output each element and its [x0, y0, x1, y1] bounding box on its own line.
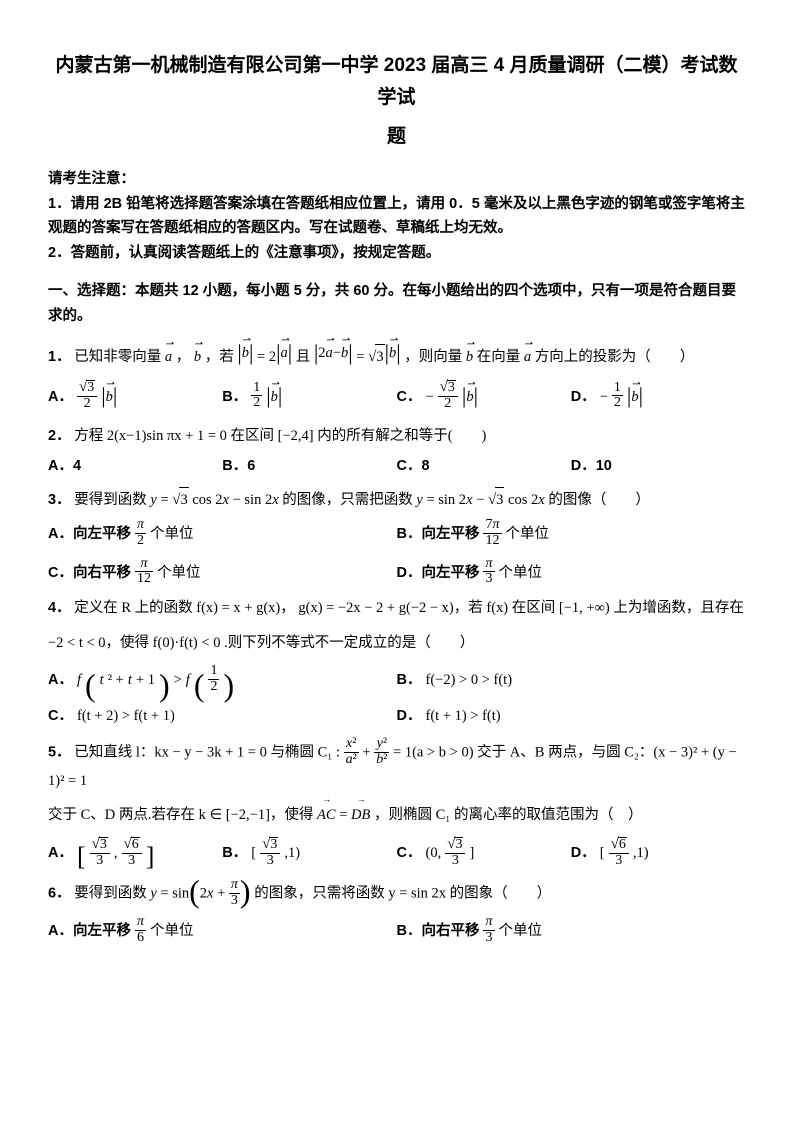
- page-title-line2: 题: [48, 121, 745, 153]
- q2-stem: 方程 2(x−1)sin πx + 1 = 0 在区间 [−2,4] 内的所有解…: [74, 428, 486, 444]
- q6-opt-b: B．向右平移 π3 个单位: [397, 916, 746, 946]
- abs-a: a: [276, 335, 292, 372]
- q1-opt-d: D． −12 b: [571, 378, 745, 415]
- instr-1: 1．请用 2B 铅笔将选择题答案涂填在答题纸相应位置上，请用 0．5 毫米及以上…: [48, 192, 745, 241]
- q5-stem-c: 交于 C、D 两点.若存在 k ∈ [−2,−1]，使得: [48, 807, 313, 823]
- q5-opt-b: B． [33,1): [222, 838, 396, 869]
- vector-b: b: [194, 345, 201, 370]
- vector-b2: b: [466, 345, 473, 370]
- page-title-line1: 内蒙古第一机械制造有限公司第一中学 2023 届高三 4 月质量调研（二模）考试…: [48, 50, 745, 115]
- vector-a: a: [165, 345, 172, 370]
- q1-stem-e: ，则向量: [404, 349, 462, 365]
- q1-stem-b: ，: [176, 349, 191, 365]
- question-5: 5． 已知直线 l：kx − y − 3k + 1 = 0 与椭圆 C₁ : x…: [48, 738, 745, 793]
- q4-opt-b: B． f(−2) > 0 > f(t): [397, 665, 746, 695]
- q1-stem-g: 方向上的投影为（ ）: [535, 349, 695, 365]
- question-3: 3． 要得到函数 y = 3 cos 2x − sin 2x 的图像，只需把函数…: [48, 487, 745, 514]
- q1-options: A． 32 b B． 12 b C． −32 b D． −12 b: [48, 378, 745, 415]
- instructions-block: 请考生注意： 1．请用 2B 铅笔将选择题答案涂填在答题纸相应位置上，请用 0．…: [48, 167, 745, 266]
- q4-stem-a: 定义在 R 上的函数 f(x) = x + g(x)， g(x) = −2x −…: [74, 600, 744, 616]
- question-6: 6． 要得到函数 y = sin(2x + π3) 的图象，只需将函数 y = …: [48, 879, 745, 909]
- question-4: 4． 定义在 R 上的函数 f(x) = x + g(x)， g(x) = −2…: [48, 596, 745, 621]
- vector-db: DB: [351, 803, 370, 828]
- q4-opt-a: A． f(t² + t + 1) > f(12): [48, 665, 397, 695]
- q3-stem-c: 的图像（ ）: [548, 492, 650, 508]
- q3-stem-b: 的图像，只需把函数: [282, 492, 416, 508]
- q5-line2: 交于 C、D 两点.若存在 k ∈ [−2,−1]，使得 AC = DB ，则椭…: [48, 803, 745, 828]
- q5-num: 5．: [48, 745, 71, 761]
- abs-2a-b: 2a − b: [314, 335, 353, 372]
- q6-num: 6．: [48, 886, 71, 902]
- q1-stem-a: 已知非零向量: [74, 349, 161, 365]
- q2-opt-d: D．10: [571, 454, 745, 479]
- q5-stem-d: ，则椭圆 C₁ 的离心率的取值范围为（ ）: [374, 807, 642, 823]
- q5-opt-a: A． [33,63]: [48, 838, 222, 869]
- q4-stem-b-row: −2 < t < 0，使得 f(0)·f(t) < 0 .则下列不等式不一定成立…: [48, 631, 745, 656]
- q1-num: 1．: [48, 349, 71, 365]
- q2-num: 2．: [48, 428, 71, 444]
- q3-opt-d: D．向左平移 π3 个单位: [397, 558, 746, 588]
- q4-opt-d: D． f(t + 1) > f(t): [397, 704, 746, 729]
- q1-opt-a: A． 32 b: [48, 378, 222, 415]
- q1-opt-c: C． −32 b: [397, 378, 571, 415]
- abs-b: b: [237, 335, 253, 372]
- q3-options-1: A．向左平移 π2 个单位 B．向左平移 7π12 个单位: [48, 519, 745, 549]
- q3-options-2: C．向右平移 π12 个单位 D．向左平移 π3 个单位: [48, 558, 745, 588]
- q4-options-1: A． f(t² + t + 1) > f(12) B． f(−2) > 0 > …: [48, 665, 745, 695]
- q2-opt-b: B．6: [222, 454, 396, 479]
- q2-opt-a: A．4: [48, 454, 222, 479]
- instr-2: 2．答题前，认真阅读答题纸上的《注意事项》，按规定答题。: [48, 241, 745, 266]
- q5-opt-d: D． [63,1): [571, 838, 745, 869]
- q1-stem-f: 在向量: [477, 349, 521, 365]
- q3-opt-c: C．向右平移 π12 个单位: [48, 558, 397, 588]
- q6-stem-a: 要得到函数: [74, 886, 150, 902]
- section-1-head: 一、选择题：本题共 12 小题，每小题 5 分，共 60 分。在每小题给出的四个…: [48, 279, 745, 328]
- q5-stem-a: 已知直线 l：kx − y − 3k + 1 = 0 与椭圆 C₁ :: [74, 745, 340, 761]
- question-1: 1． 已知非零向量 a ， b ，若 b = 2a 且 2a − b = 3b …: [48, 335, 745, 372]
- question-2: 2． 方程 2(x−1)sin πx + 1 = 0 在区间 [−2,4] 内的…: [48, 424, 745, 449]
- q4-options-2: C． f(t + 2) > f(t + 1) D． f(t + 1) > f(t…: [48, 704, 745, 729]
- q6-opt-a: A．向左平移 π6 个单位: [48, 916, 397, 946]
- q2-opt-c: C．8: [397, 454, 571, 479]
- vector-a2: a: [524, 345, 531, 370]
- q1-stem-d: 且: [296, 349, 311, 365]
- q6-options: A．向左平移 π6 个单位 B．向右平移 π3 个单位: [48, 916, 745, 946]
- q1-opt-b: B． 12 b: [222, 378, 396, 415]
- q3-opt-b: B．向左平移 7π12 个单位: [397, 519, 746, 549]
- q6-stem-b: 的图象，只需将函数 y = sin 2x 的图象（ ）: [254, 886, 551, 902]
- q5-options: A． [33,63] B． [33,1) C． (0,33] D． [63,1): [48, 838, 745, 869]
- instr-head: 请考生注意：: [48, 167, 745, 192]
- q3-num: 3．: [48, 492, 71, 508]
- q2-options: A．4 B．6 C．8 D．10: [48, 454, 745, 479]
- q4-opt-c: C． f(t + 2) > f(t + 1): [48, 704, 397, 729]
- q4-num: 4．: [48, 600, 71, 616]
- q5-opt-c: C． (0,33]: [397, 838, 571, 869]
- q1-stem-c: ，若: [205, 349, 234, 365]
- q3-stem-a: 要得到函数: [74, 492, 150, 508]
- vector-ac: AC: [317, 803, 336, 828]
- q4-stem-b: −2 < t < 0，使得 f(0)·f(t) < 0 .则下列不等式不一定成立…: [48, 635, 474, 651]
- q3-opt-a: A．向左平移 π2 个单位: [48, 519, 397, 549]
